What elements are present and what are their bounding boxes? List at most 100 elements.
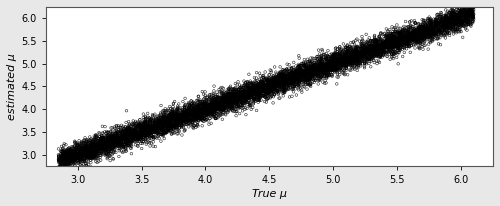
Point	[242, 96, 250, 99]
Point	[74, 161, 82, 164]
Point	[342, 54, 350, 57]
Point	[176, 113, 184, 116]
Point	[208, 105, 216, 109]
Point	[450, 21, 458, 25]
Point	[90, 146, 98, 150]
Point	[80, 159, 88, 162]
Point	[341, 72, 349, 75]
Point	[116, 140, 124, 143]
Point	[199, 119, 207, 123]
Point	[120, 133, 128, 137]
Point	[241, 94, 249, 97]
Point	[162, 109, 170, 113]
Point	[394, 48, 402, 52]
Point	[183, 111, 191, 114]
Point	[354, 54, 362, 57]
Point	[419, 25, 427, 29]
Point	[108, 126, 116, 129]
Point	[292, 74, 300, 77]
Point	[227, 96, 235, 99]
Point	[333, 63, 341, 67]
Point	[384, 42, 392, 45]
Point	[173, 122, 181, 126]
Point	[104, 135, 112, 138]
Point	[380, 37, 388, 41]
Point	[428, 36, 436, 39]
Point	[74, 162, 82, 165]
Point	[360, 53, 368, 56]
Point	[188, 103, 196, 107]
Point	[391, 30, 399, 33]
Point	[90, 146, 98, 149]
Point	[270, 78, 278, 81]
Point	[392, 38, 400, 41]
Point	[238, 88, 246, 91]
Point	[424, 17, 432, 20]
Point	[350, 54, 358, 57]
Point	[71, 156, 79, 159]
Point	[124, 130, 132, 133]
Point	[269, 78, 277, 81]
Point	[406, 36, 413, 39]
Point	[168, 108, 176, 111]
Point	[86, 150, 94, 154]
Point	[396, 35, 404, 39]
Point	[57, 157, 65, 160]
Point	[370, 46, 378, 49]
Point	[140, 123, 148, 126]
Point	[408, 35, 416, 39]
Point	[250, 98, 258, 102]
Point	[270, 89, 278, 92]
Point	[436, 15, 444, 18]
Point	[408, 27, 416, 30]
Point	[462, 18, 469, 21]
Point	[273, 75, 281, 78]
Point	[206, 117, 214, 120]
Point	[288, 66, 296, 69]
Point	[430, 21, 438, 25]
Point	[256, 83, 264, 86]
Point	[440, 34, 448, 37]
Point	[359, 44, 367, 47]
Point	[225, 99, 233, 102]
Point	[420, 34, 428, 37]
Point	[146, 136, 154, 140]
Point	[310, 61, 318, 64]
Point	[142, 143, 150, 146]
Point	[323, 64, 331, 67]
Point	[239, 92, 247, 96]
Point	[259, 81, 267, 84]
Point	[224, 95, 232, 99]
Point	[263, 86, 271, 89]
Point	[356, 61, 364, 64]
Point	[308, 73, 316, 77]
Point	[262, 92, 270, 95]
Point	[141, 135, 149, 138]
Point	[146, 122, 154, 125]
Point	[174, 107, 182, 110]
Point	[386, 32, 394, 35]
Point	[362, 49, 370, 52]
Point	[250, 97, 258, 100]
Point	[84, 142, 92, 145]
Point	[72, 147, 80, 150]
Point	[335, 51, 343, 54]
Point	[446, 28, 454, 32]
Point	[76, 158, 84, 161]
Point	[156, 121, 164, 124]
Point	[256, 88, 264, 91]
Point	[337, 66, 345, 69]
Point	[58, 159, 66, 162]
Point	[119, 137, 127, 140]
Point	[426, 20, 434, 24]
Point	[200, 106, 208, 109]
Point	[302, 75, 310, 79]
Point	[406, 26, 414, 29]
Point	[380, 45, 388, 48]
Point	[175, 121, 183, 124]
Point	[155, 125, 163, 129]
Point	[302, 75, 310, 78]
Point	[118, 142, 126, 146]
Point	[158, 116, 166, 120]
Point	[377, 32, 385, 35]
